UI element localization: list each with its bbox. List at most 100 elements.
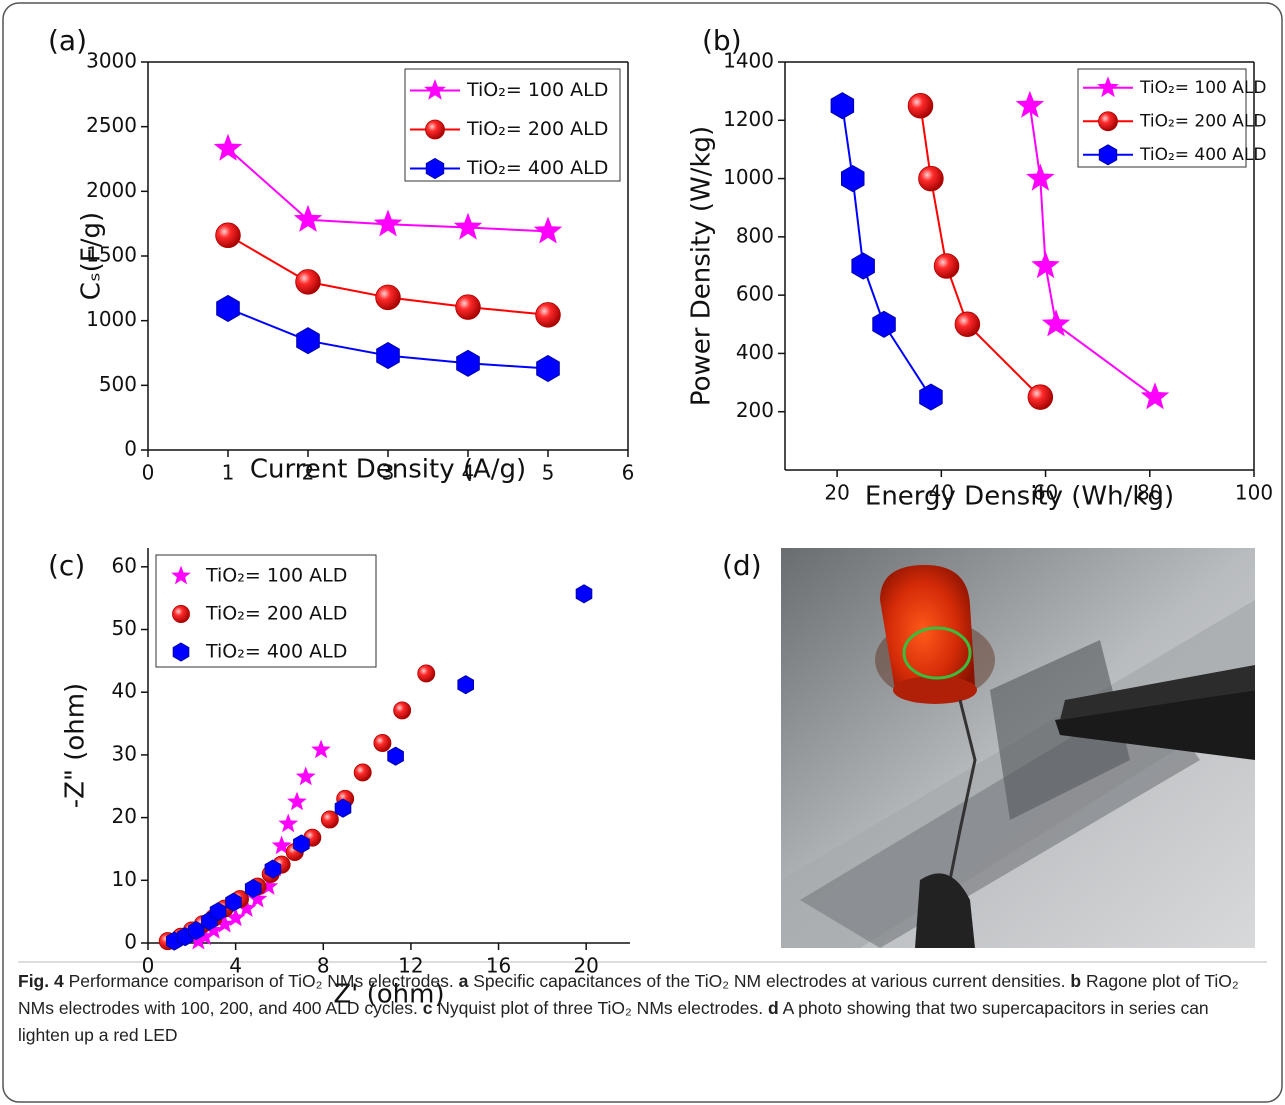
point: [453, 212, 483, 240]
point: [830, 92, 855, 120]
y-tick-label: 800: [736, 223, 774, 247]
series-line: [841, 105, 932, 398]
point: [417, 664, 436, 683]
point: [293, 204, 323, 232]
panel-label: (a): [48, 24, 87, 57]
y-tick-label: 20: [112, 804, 137, 828]
point: [296, 327, 320, 355]
x-tick-label: 0: [142, 954, 155, 978]
panel-label: (c): [48, 549, 85, 582]
point: [1026, 163, 1055, 191]
y-axis-title: Power Density (W/kg): [687, 126, 717, 406]
series-line: [919, 105, 1042, 398]
x-axis-title: Z' (ohm): [333, 980, 444, 1010]
caption-part: A photo showing that two supercapacitors…: [18, 998, 1209, 1045]
y-tick-label: 2500: [86, 113, 137, 137]
x-tick-label: 20: [824, 481, 849, 505]
legend-marker: [171, 565, 191, 585]
caption-key: d: [767, 998, 779, 1018]
point: [258, 876, 279, 895]
point: [1027, 384, 1054, 410]
point: [1041, 309, 1071, 337]
y-tick-label: 10: [112, 867, 137, 891]
point: [533, 216, 563, 244]
y-tick-label: 1200: [723, 107, 774, 131]
photo: [781, 548, 1255, 948]
point: [387, 746, 404, 766]
panel-label: (d): [722, 549, 762, 582]
point: [907, 92, 934, 119]
y-tick-label: 1000: [723, 165, 774, 189]
caption-label: Fig. 4: [18, 971, 64, 991]
point: [209, 902, 227, 922]
x-tick-label: 1: [222, 461, 235, 485]
y-axis-title: Cₛ(F/g): [77, 212, 107, 300]
point: [278, 813, 299, 833]
x-tick-label: 8: [317, 954, 330, 978]
y-tick-label: 600: [736, 282, 774, 306]
point: [214, 913, 235, 933]
y-tick-label: 1400: [723, 49, 774, 73]
caption-part: Ragone plot of TiO₂ NMs electrodes with …: [18, 971, 1239, 1018]
point: [295, 766, 316, 786]
y-tick-label: 400: [736, 340, 774, 364]
point: [188, 930, 209, 950]
caption-part: Specific capacitances of the TiO₂ NM ele…: [473, 971, 1066, 991]
point: [919, 383, 943, 411]
x-tick-label: 20: [573, 954, 598, 978]
point: [247, 888, 268, 908]
y-tick-label: 0: [124, 437, 137, 461]
y-tick-label: 1000: [86, 307, 137, 331]
legend-marker: [425, 157, 445, 180]
x-tick-label: 4: [462, 461, 475, 485]
legend-label: TiO₂= 400 ALD: [466, 157, 608, 179]
caption-key: a: [458, 971, 469, 991]
legend-marker: [172, 642, 190, 662]
legend-marker: [1097, 76, 1119, 98]
point: [287, 791, 307, 811]
y-tick-label: 2000: [86, 178, 137, 202]
caption-text: Performance comparison of TiO₂ NMs elect…: [68, 971, 454, 991]
point: [536, 354, 560, 383]
caption-part: Nyquist plot of three TiO₂ NMs electrode…: [437, 998, 764, 1018]
legend-box: [155, 554, 377, 668]
point: [455, 294, 481, 320]
legend-marker: [425, 119, 445, 140]
point: [203, 920, 224, 939]
point: [457, 675, 474, 695]
panel-label: (b): [702, 24, 742, 57]
point: [264, 859, 282, 879]
x-tick-label: 16: [486, 954, 511, 978]
point: [456, 349, 480, 377]
point: [393, 701, 412, 720]
legend-marker: [424, 79, 446, 100]
y-tick-label: 30: [112, 741, 137, 765]
point: [376, 342, 400, 370]
legend-label: TiO₂= 400 ALD: [1139, 145, 1266, 165]
x-tick-label: 60: [1033, 481, 1058, 505]
x-tick-label: 3: [382, 461, 395, 485]
x-tick-label: 4: [229, 954, 242, 978]
x-tick-label: 5: [542, 461, 555, 485]
legend-marker: [1098, 144, 1118, 166]
caption: Fig. 4 Performance comparison of TiO₂ NM…: [18, 968, 1263, 1049]
point: [271, 835, 292, 855]
legend-label: TiO₂= 100 ALD: [466, 79, 608, 101]
x-tick-label: 80: [1137, 481, 1162, 505]
point: [295, 269, 321, 295]
x-tick-label: 6: [622, 461, 635, 485]
point: [236, 898, 257, 917]
point: [373, 209, 403, 237]
point: [195, 926, 215, 946]
point: [1015, 90, 1045, 118]
caption-key: c: [422, 998, 433, 1018]
point: [933, 253, 960, 279]
x-tick-label: 40: [929, 481, 954, 505]
point: [225, 907, 246, 927]
point: [375, 284, 401, 311]
point: [373, 734, 392, 752]
point: [1031, 251, 1060, 279]
